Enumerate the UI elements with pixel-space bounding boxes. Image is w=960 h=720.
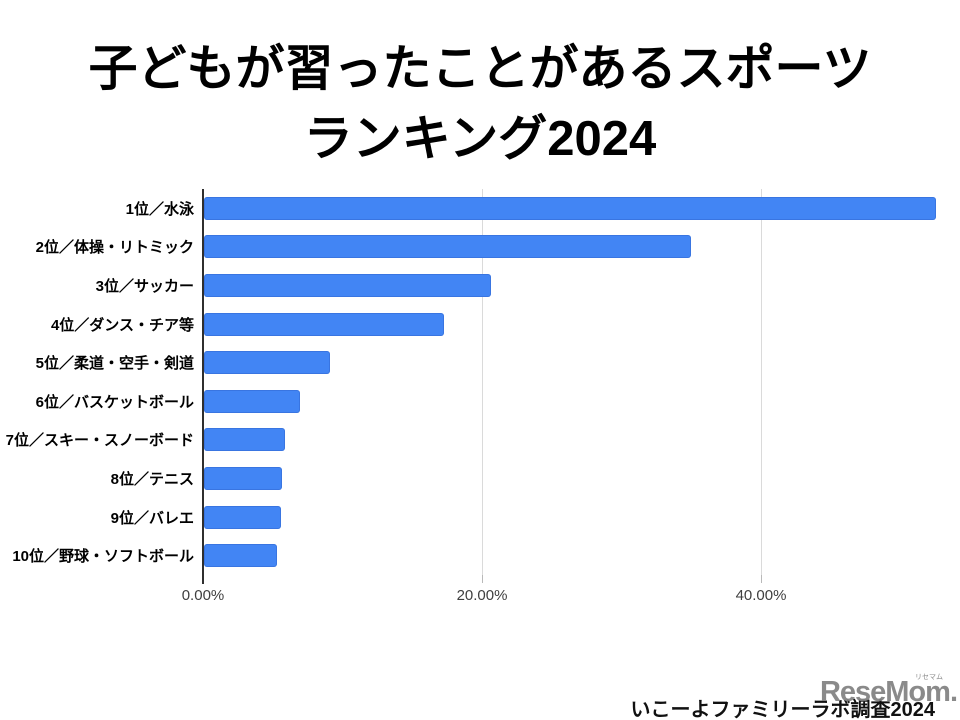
bar bbox=[204, 428, 285, 452]
category-label: 2位／体操・リトミック bbox=[35, 239, 194, 257]
category-label: 9位／バレエ bbox=[110, 509, 194, 527]
bar bbox=[204, 505, 281, 529]
axis-tick-20 bbox=[482, 575, 483, 583]
y-axis-line bbox=[202, 189, 204, 584]
bar bbox=[204, 274, 491, 297]
category-label: 4位／ダンス・チア等 bbox=[50, 316, 194, 334]
resemom-logo: リセマム ReseMom. bbox=[819, 674, 958, 709]
resemom-logo-dot: . bbox=[949, 676, 958, 708]
category-label: 8位／テニス bbox=[110, 470, 194, 488]
bar bbox=[204, 312, 444, 336]
x-axis-tick-label: 0.00% bbox=[181, 587, 225, 604]
category-label: 1位／水泳 bbox=[125, 200, 194, 218]
gridline-40 bbox=[761, 189, 762, 575]
axis-tick-40 bbox=[761, 575, 762, 583]
page-title-line-2: ランキング2024 bbox=[303, 112, 657, 166]
bar bbox=[204, 235, 691, 259]
category-label: 5位／柔道・空手・剣道 bbox=[35, 355, 194, 373]
x-axis-tick-label: 40.00% bbox=[735, 587, 787, 604]
category-label: 6位／バスケットボール bbox=[35, 393, 194, 411]
bar bbox=[204, 467, 282, 490]
bar bbox=[204, 351, 330, 375]
bar bbox=[204, 544, 277, 568]
resemom-logo-text: ReseMom bbox=[819, 676, 951, 708]
source-credit: いこーよファミリーラボ調査2024 bbox=[630, 699, 936, 720]
bar bbox=[204, 196, 936, 220]
page-title-line-1: 子どもが習ったことがあるスポーツ bbox=[88, 42, 872, 96]
gridline-20 bbox=[482, 189, 483, 575]
x-axis-tick-label: 20.00% bbox=[456, 587, 508, 604]
category-label: 10位／野球・ソフトボール bbox=[12, 548, 194, 566]
category-label: 7位／スキー・スノーボード bbox=[5, 432, 194, 450]
bar bbox=[204, 389, 300, 413]
resemom-logo-ruby: リセマム bbox=[915, 674, 943, 681]
page-title: 子どもが習ったことがあるスポーツ ランキング2024 bbox=[0, 34, 960, 174]
category-label: 3位／サッカー bbox=[95, 277, 194, 295]
